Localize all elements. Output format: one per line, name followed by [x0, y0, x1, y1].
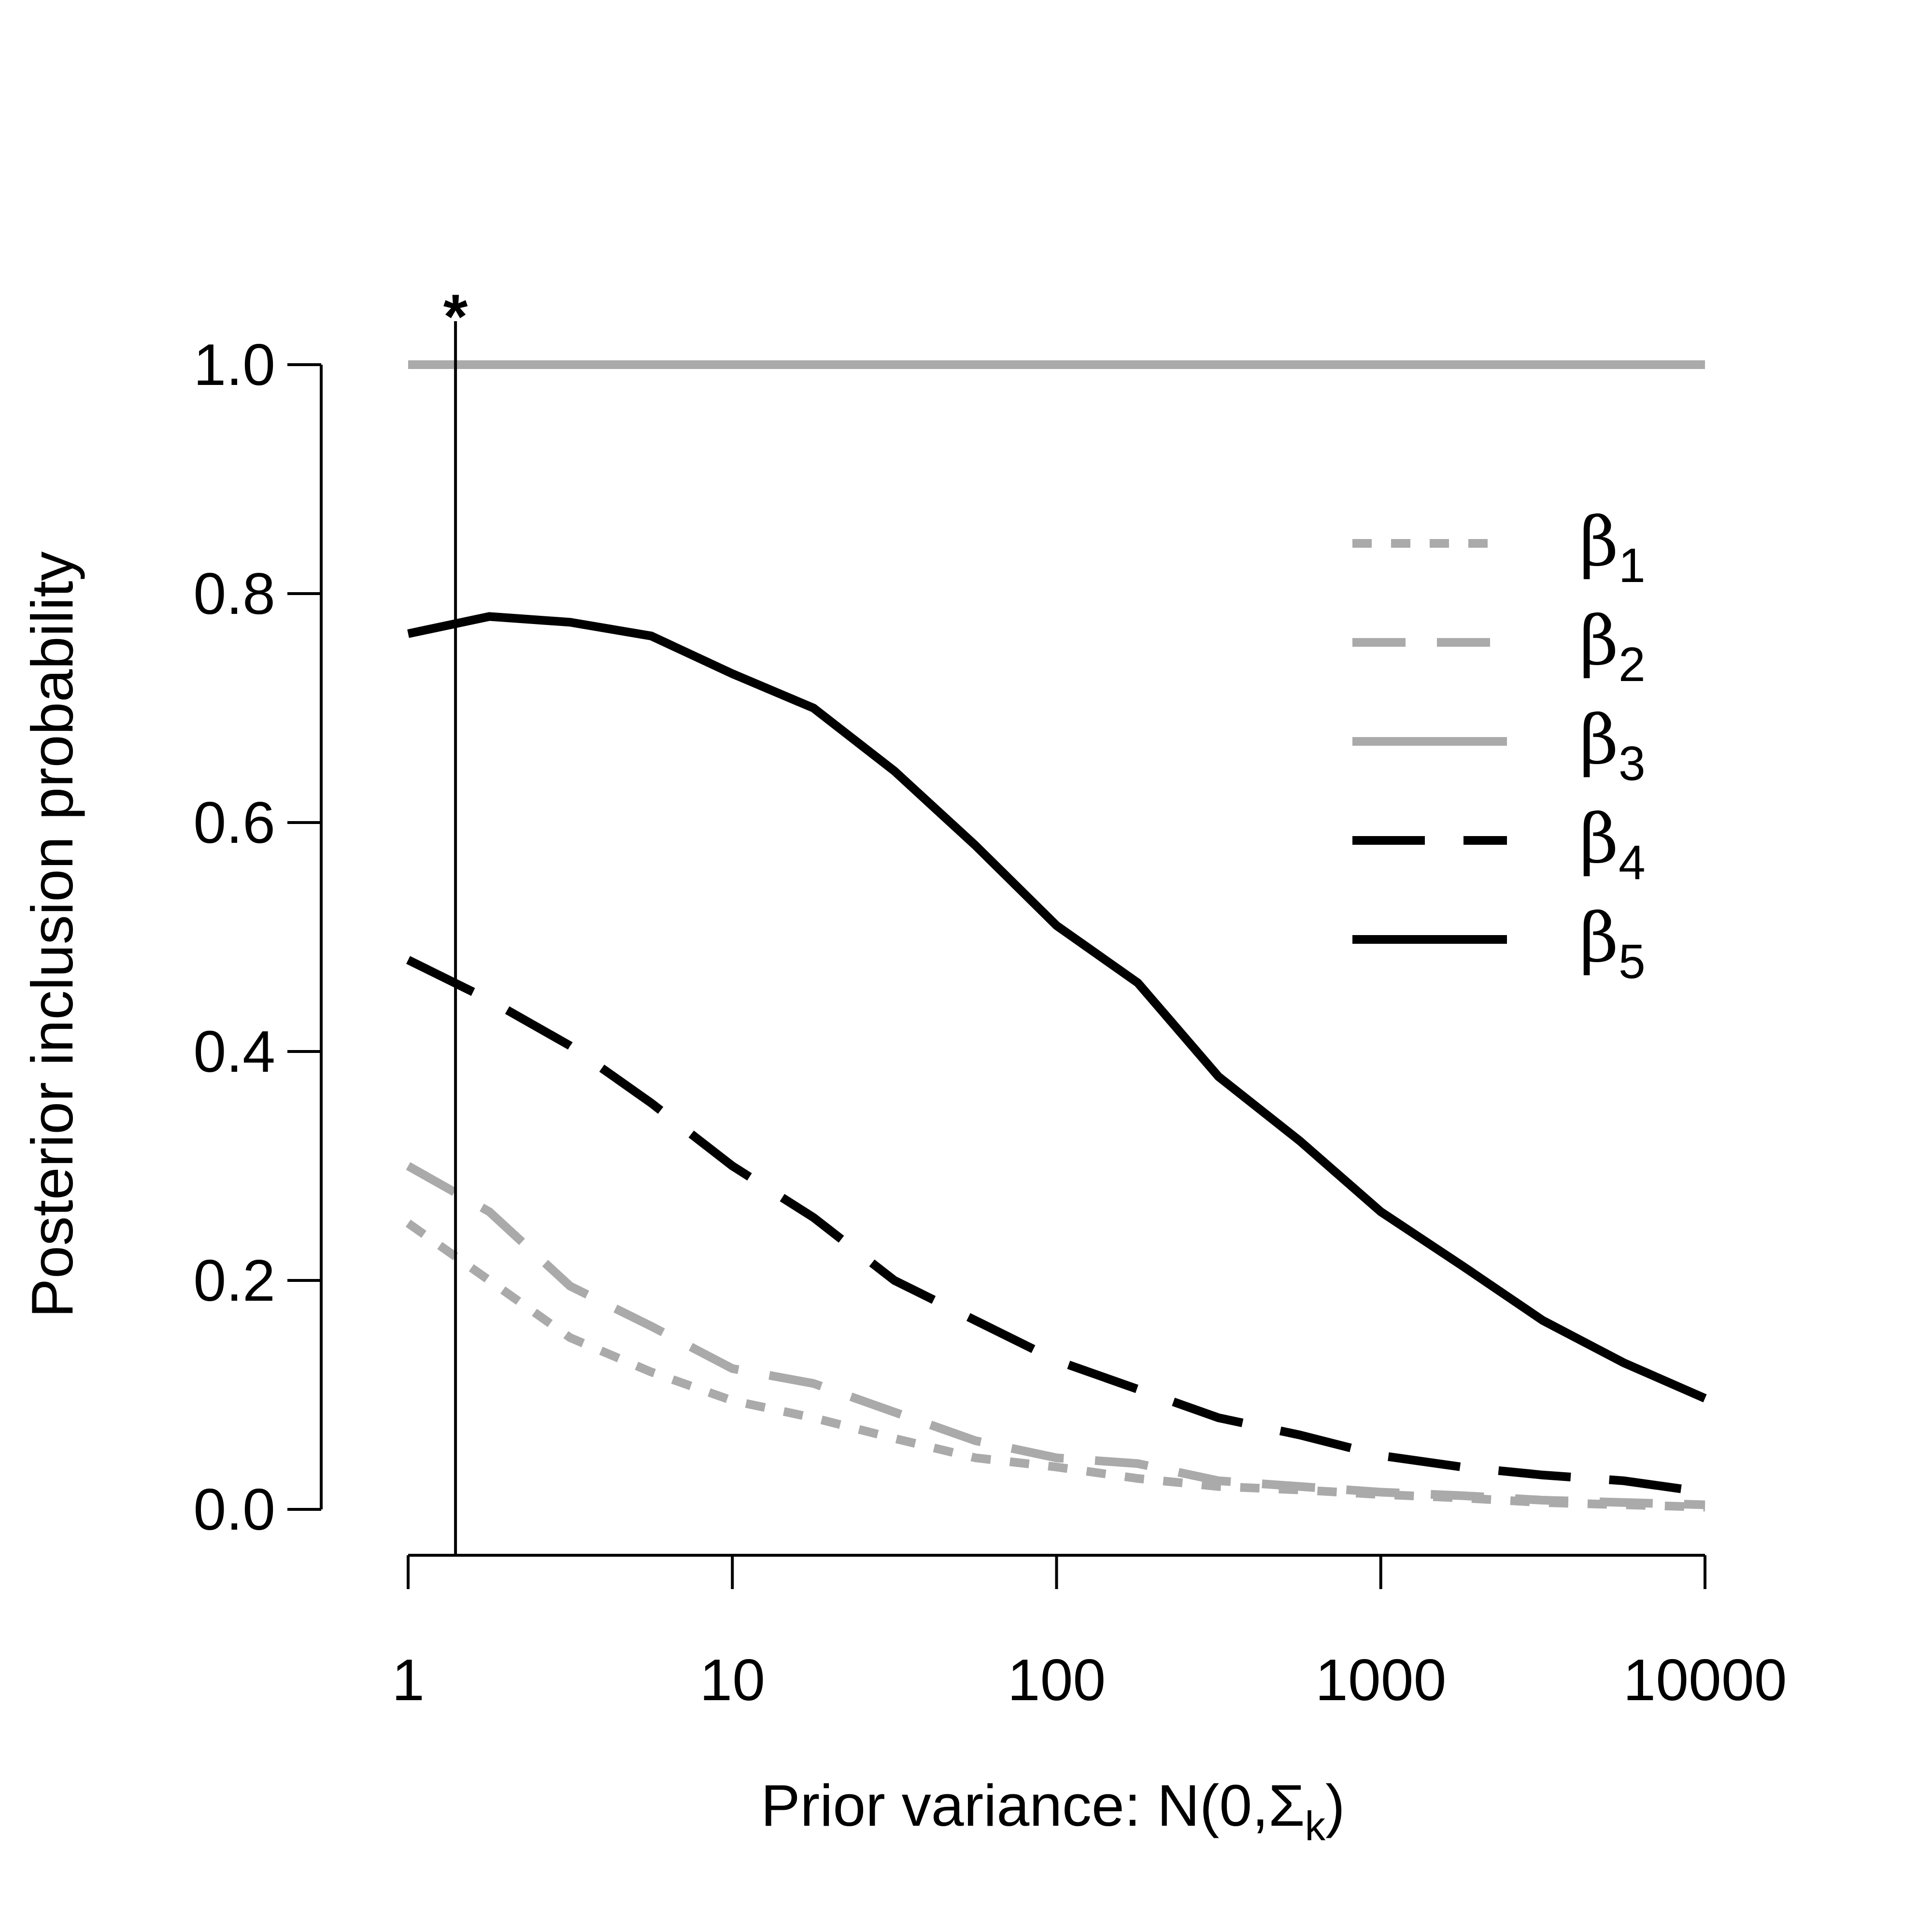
y-axis-title: Posterior inclusion probability [19, 552, 85, 1318]
x-tick-label: 1 [392, 1647, 425, 1713]
x-tick-label: 1000 [1315, 1647, 1446, 1713]
legend-label-3: β3 [1579, 701, 1646, 791]
series-line-5 [407, 612, 1707, 1403]
plot-lines [405, 360, 1707, 1512]
series-line-1 [405, 1220, 1705, 1512]
y-tick-label: 0.6 [193, 790, 275, 855]
y-tick-label: 0.4 [193, 1019, 275, 1084]
y-tick-label: 0.2 [193, 1248, 275, 1313]
x-tick-label: 10 [699, 1647, 765, 1713]
series-line-2 [406, 1162, 1705, 1509]
legend-label-4: β4 [1579, 800, 1646, 890]
y-tick-label: 1.0 [193, 332, 275, 398]
x-axis: 1 10 100 1000 10000 [392, 1554, 1787, 1713]
series-line-4 [406, 956, 1706, 1497]
y-ticks: 0.0 0.2 0.4 0.6 0.8 1.0 [193, 332, 321, 1542]
y-tick-label: 0.0 [193, 1477, 275, 1542]
legend-label-5: β5 [1579, 899, 1646, 989]
x-tick-label: 10000 [1623, 1647, 1787, 1713]
x-tick-label: 100 [1008, 1647, 1106, 1713]
x-axis-title: Prior variance: N(0,Σk) [761, 1773, 1345, 1849]
y-axis: 0.0 0.2 0.4 0.6 0.8 1.0 [193, 332, 323, 1542]
y-tick-label: 0.8 [193, 561, 275, 626]
marker-label: * [443, 281, 468, 352]
legend-label-1: β1 [1579, 503, 1646, 593]
reference-marker: * [443, 281, 468, 1555]
x-ticks: 1 10 100 1000 10000 [392, 1555, 1787, 1713]
legend-label-2: β2 [1579, 602, 1646, 692]
